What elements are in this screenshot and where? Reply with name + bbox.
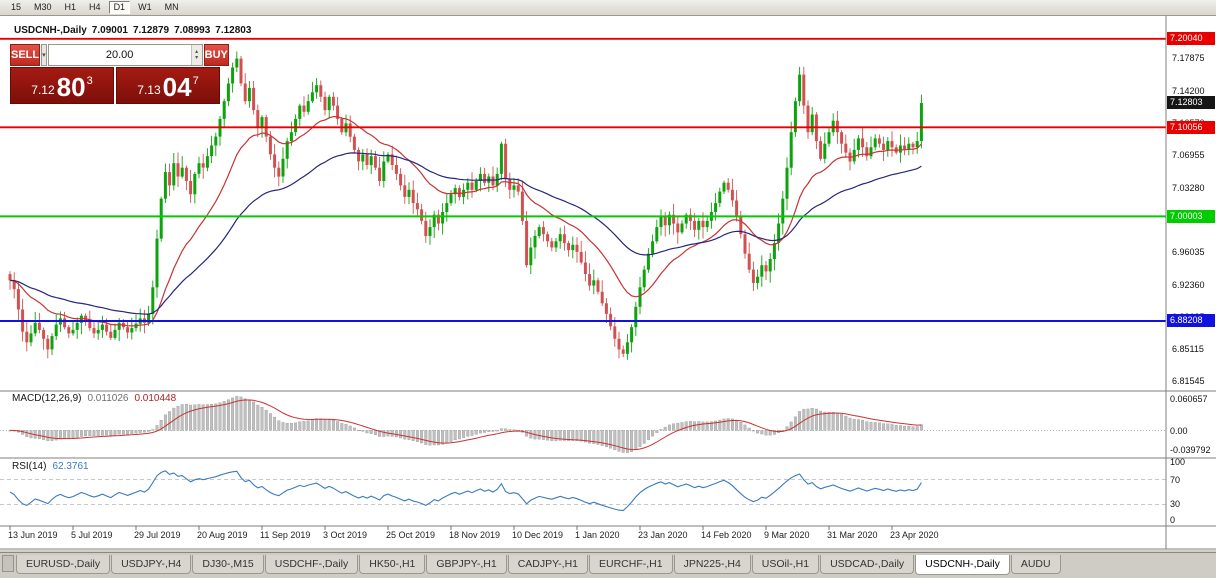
chart-tab[interactable]: EURUSD-,Daily [16,555,111,574]
macd-indicator-title: MACD(12,26,9) 0.011026 0.010448 [12,393,182,404]
buy-price-display[interactable]: 7.13 04 7 [116,67,220,104]
chart-tab[interactable]: DJ30-,M15 [192,555,264,574]
trade-controls-row: SELL ▾ ▴ ▾ BUY [10,44,229,66]
chart-tab[interactable]: USDCHF-,Daily [264,555,359,574]
ohlc-close: 7.12803 [215,25,252,36]
price-axis[interactable] [1166,16,1216,549]
chart-tab[interactable]: USDJPY-,H4 [111,555,192,574]
main-chart-canvas[interactable] [0,16,1216,550]
tabbar-scroll-button[interactable] [2,555,14,572]
chart-symbol-label: USDCNH-,Daily [14,25,87,36]
rsi-value: 62.3761 [52,461,89,472]
timeframe-button-d1[interactable]: D1 [108,1,131,14]
volume-field-wrap: ▴ ▾ [47,44,203,66]
buy-price-point: 7 [192,75,199,87]
chart-tab[interactable]: USOil-,H1 [751,555,820,574]
chart-title: USDCNH-,Daily 7.09001 7.12879 7.08993 7.1280… [14,25,256,36]
volume-dropdown-button[interactable]: ▾ [41,44,47,66]
spinner-up-icon: ▴ [195,49,199,55]
buy-price-pips: 04 [162,72,192,102]
volume-spinner[interactable]: ▴ ▾ [190,45,202,65]
timeframe-button-mn[interactable]: MN [160,1,184,14]
timeframe-button-15[interactable]: 15 [6,1,26,14]
chart-tab[interactable]: JPN225-,H4 [673,555,751,574]
one-click-trading-panel: SELL ▾ ▴ ▾ BUY 7.12 80 3 7.13 04 7 [10,44,229,104]
timeframe-button-m30[interactable]: M30 [29,1,57,14]
sell-price-display[interactable]: 7.12 80 3 [10,67,114,104]
rsi-indicator-title: RSI(14) 62.3761 [12,461,95,472]
sell-price-point: 3 [86,75,93,87]
macd-signal-value: 0.010448 [134,393,177,404]
chart-tab[interactable]: USDCAD-,Daily [820,555,915,574]
macd-name: MACD(12,26,9) [12,393,82,404]
buy-price-main: 7.13 [137,83,161,97]
time-axis[interactable] [0,526,1166,549]
chart-tab[interactable]: HK50-,H1 [359,555,426,574]
chart-tabs: EURUSD-,Daily USDJPY-,H4 DJ30-,M15 USDCHF-,… [16,555,1062,575]
chart-tab-bar: EURUSD-,Daily USDJPY-,H4 DJ30-,M15 USDCHF-,… [0,552,1216,578]
timeframe-button-h1[interactable]: H1 [60,1,82,14]
ohlc-low: 7.08993 [174,25,211,36]
chart-tab[interactable]: EURCHF-,H1 [589,555,673,574]
timeframe-button-h4[interactable]: H4 [84,1,106,14]
sell-button[interactable]: SELL [10,44,41,66]
buy-button[interactable]: BUY [203,44,229,66]
chart-tab[interactable]: AUDU [1010,555,1061,574]
sell-price-main: 7.12 [31,83,55,97]
trade-prices-row: 7.12 80 3 7.13 04 7 [10,67,220,104]
chart-tab[interactable]: CADJPY-,H1 [507,555,588,574]
rsi-name: RSI(14) [12,461,47,472]
ohlc-open: 7.09001 [91,25,128,36]
chart-tab[interactable]: GBPJPY-,H1 [426,555,507,574]
timeframe-button-w1[interactable]: W1 [133,1,157,14]
macd-main-value: 0.011026 [87,393,129,404]
chart-tab[interactable]: USDCNH-,Daily [915,555,1010,575]
volume-input[interactable] [48,45,191,65]
timeframe-toolbar: 15 M30 H1 H4 D1 W1 MN [0,0,1216,16]
sell-price-pips: 80 [56,72,86,102]
spinner-down-icon: ▾ [195,55,199,61]
caret-down-icon: ▾ [42,52,46,59]
ohlc-high: 7.12879 [132,25,170,36]
